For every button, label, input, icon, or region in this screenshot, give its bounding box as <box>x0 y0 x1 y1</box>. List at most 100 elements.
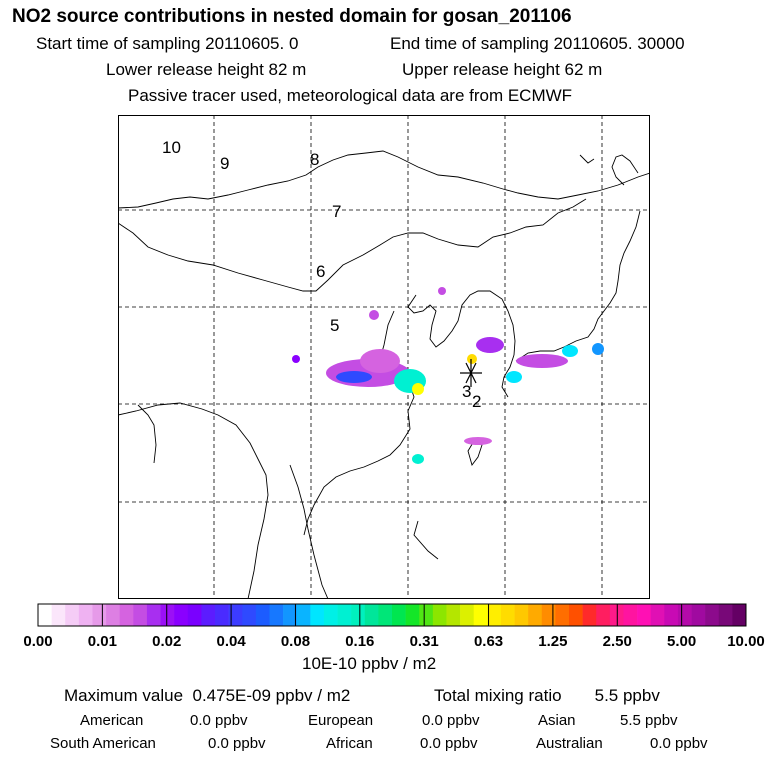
colorbar-units: 10E-10 ppbv / m2 <box>302 654 437 673</box>
colorbar-cell <box>38 604 52 626</box>
colorbar-cell <box>323 604 338 626</box>
colorbar-cell <box>378 604 393 626</box>
colorbar-cell <box>596 604 611 626</box>
colorbar-tick-label: 0.31 <box>410 633 439 650</box>
colorbar-tick-label: 2.50 <box>603 633 632 650</box>
colorbar-cell <box>405 604 420 626</box>
colorbar-cell <box>460 604 474 626</box>
colorbar-cell <box>705 604 720 626</box>
colorbar-cell <box>228 604 243 626</box>
trajectory-label-3: 3 <box>462 382 471 401</box>
colorbar-cell <box>296 604 311 626</box>
colorbar-tick-label: 0.16 <box>345 633 374 650</box>
colorbar-cell <box>351 604 366 626</box>
region-south-american-label: South American <box>50 735 156 752</box>
colorbar-cell <box>201 604 216 626</box>
colorbar-cell <box>65 604 80 626</box>
trajectory-label-7: 7 <box>332 202 341 221</box>
colorbar-tick-label: 0.04 <box>216 633 246 650</box>
region-asian-label: Asian <box>538 712 576 729</box>
receptor-site-marker <box>460 359 482 387</box>
colorbar-tick-label: 0.63 <box>474 633 503 650</box>
region-european-label: European <box>308 712 374 729</box>
colorbar-cell <box>514 604 529 626</box>
colorbar-cell <box>419 604 434 626</box>
total-mixing-ratio-line: Total mixing ratio 5.5 ppbv <box>434 686 660 706</box>
colorbar-cell <box>92 604 107 626</box>
colorbar-tick-label: 1.25 <box>538 633 567 650</box>
colorbar-cell <box>337 604 352 626</box>
colorbar-tick-label: 0.08 <box>281 633 310 650</box>
colorbar-cell <box>106 604 120 626</box>
page-title: NO2 source contributions in nested domai… <box>12 6 572 27</box>
colorbar-cell <box>528 604 543 626</box>
trajectory-label-8: 8 <box>310 150 319 169</box>
start-time-label: Start time of sampling 20110605. 0 <box>36 34 299 53</box>
trajectory-label-9: 9 <box>220 154 229 173</box>
trajectory-label-10: 10 <box>162 138 181 157</box>
trajectory-label-6: 6 <box>316 262 325 281</box>
colorbar-tick-label: 0.01 <box>88 633 117 650</box>
lower-release-label: Lower release height 82 m <box>106 60 307 79</box>
colorbar-cell <box>215 604 229 626</box>
region-african-value: 0.0 ppbv <box>420 735 478 752</box>
trajectory-label-2: 2 <box>472 392 481 411</box>
colorbar-tick-label: 0.00 <box>23 633 52 650</box>
colorbar-cell <box>569 604 583 626</box>
tracer-note: Passive tracer used, meteorological data… <box>128 86 573 105</box>
region-american-label: American <box>80 712 144 729</box>
colorbar-cell <box>732 604 747 626</box>
maximum-value-line: Maximum value 0.475E-09 ppbv / m2 <box>64 686 350 706</box>
maximum-value-label: Maximum value <box>64 686 184 705</box>
colorbar-cell <box>691 604 706 626</box>
colorbar-cell <box>283 604 297 626</box>
colorbar-cell <box>133 604 148 626</box>
upper-release-label: Upper release height 62 m <box>402 60 603 79</box>
region-australian-value: 0.0 ppbv <box>650 735 708 752</box>
map-panel: 10 9 8 7 6 5 4 3 2 <box>118 115 650 599</box>
colorbar-cell <box>500 604 515 626</box>
colorbar-cell <box>364 604 379 626</box>
colorbar-cell <box>623 604 638 626</box>
colorbar-tick-label: 5.00 <box>667 633 696 650</box>
colorbar-cell <box>269 604 284 626</box>
colorbar-cell <box>487 604 502 626</box>
colorbar-cell <box>446 604 461 626</box>
end-time-label: End time of sampling 20110605. 30000 <box>390 34 685 53</box>
colorbar-cell <box>555 604 570 626</box>
total-mixing-ratio-value: 5.5 ppbv <box>594 686 660 705</box>
colorbar-cell <box>473 604 488 626</box>
trajectory-label-5: 5 <box>330 316 339 335</box>
colorbar-cell <box>637 604 651 626</box>
concentration-plume <box>292 287 604 464</box>
grid-lines <box>118 115 650 599</box>
colorbar-tick-labels: 0.00 0.01 0.02 0.04 0.08 0.16 0.31 0.63 1.25 2.50… <box>23 633 764 650</box>
colorbar-tick-label: 10.00 <box>727 633 765 650</box>
coastline-and-borders <box>118 150 650 599</box>
region-american-value: 0.0 ppbv <box>190 712 248 729</box>
region-asian-value: 5.5 ppbv <box>620 712 678 729</box>
colorbar-cell <box>650 604 665 626</box>
region-south-american-value: 0.0 ppbv <box>208 735 266 752</box>
colorbar-cell <box>255 604 270 626</box>
colorbar-cell <box>78 604 93 626</box>
colorbar-cell <box>160 604 175 626</box>
colorbar-cell <box>51 604 66 626</box>
region-african-label: African <box>326 735 373 752</box>
colorbar-cell <box>174 604 189 626</box>
colorbar-cell <box>187 604 202 626</box>
colorbar-cell <box>432 604 447 626</box>
colorbar-cell <box>582 604 597 626</box>
colorbar-cell <box>392 604 406 626</box>
colorbar: 0.00 0.01 0.02 0.04 0.08 0.16 0.31 0.63 1.25 2.50… <box>23 603 765 650</box>
colorbar-cell <box>541 604 556 626</box>
colorbar-cell <box>119 604 134 626</box>
region-european-value: 0.0 ppbv <box>422 712 480 729</box>
maximum-value: 0.475E-09 ppbv / m2 <box>192 686 351 705</box>
colorbar-cell <box>146 604 161 626</box>
colorbar-tick-label: 0.02 <box>152 633 181 650</box>
colorbar-cells <box>37 603 747 627</box>
total-mixing-ratio-label: Total mixing ratio <box>434 686 562 705</box>
colorbar-cell <box>718 604 733 626</box>
colorbar-cell <box>310 604 325 626</box>
